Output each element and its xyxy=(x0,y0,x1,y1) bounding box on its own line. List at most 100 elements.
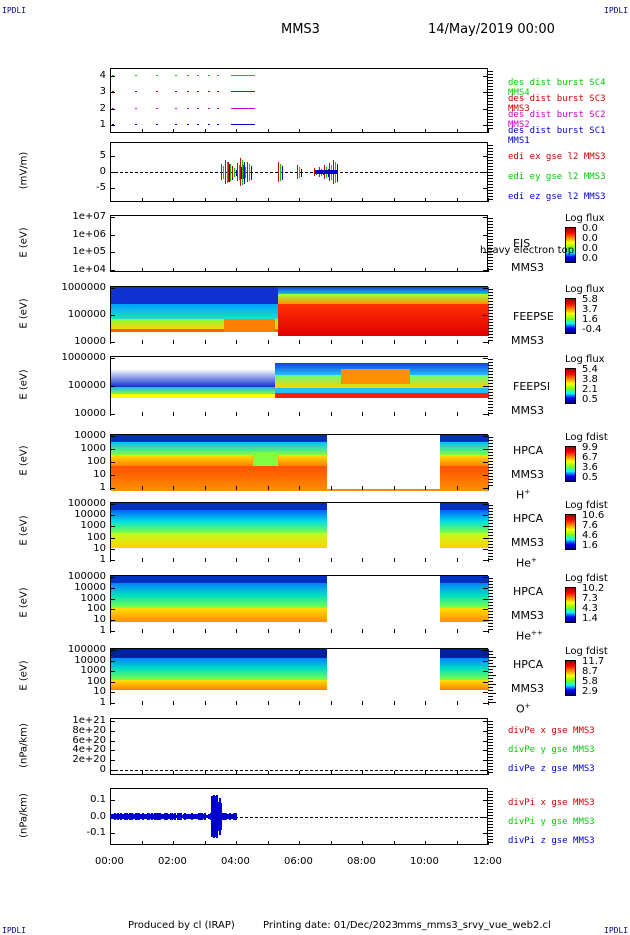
colorbar-value: 0.5 xyxy=(582,472,598,483)
y-tick-mark-right-hpca_he2 xyxy=(483,609,488,611)
right-comb-tick xyxy=(488,337,493,338)
colorbar-title: Log flux xyxy=(565,354,605,365)
x-tick-mark xyxy=(362,771,363,775)
x-tick-label: 12:00 xyxy=(473,856,502,867)
colorbar-value: 7.3 xyxy=(582,593,598,604)
x-tick-mark xyxy=(236,841,237,845)
colorbar-value: 6.7 xyxy=(582,452,598,463)
right-comb-tick xyxy=(488,365,493,366)
x-tick-mark xyxy=(236,268,237,272)
colorbar-value: 0.0 xyxy=(582,253,598,264)
right-comb-tick xyxy=(488,623,493,624)
y-tick-mark-right-hpca_h xyxy=(483,436,488,437)
footer-filename: mms_mms3_srvy_vue_web2.cl xyxy=(397,920,551,931)
x-tick-mark xyxy=(204,629,206,633)
edi-spike xyxy=(242,160,244,185)
y-tick-mark-right-hpca_he2 xyxy=(483,577,488,578)
burst-mark xyxy=(174,91,177,93)
burst-mark xyxy=(207,124,210,125)
right-comb-tick xyxy=(488,113,493,114)
y-tick-mark-feepse xyxy=(110,315,115,316)
right-comb-tick xyxy=(488,769,493,770)
right-comb-tick xyxy=(488,325,493,326)
y-tick-mark-burst xyxy=(110,76,115,77)
edi-spike xyxy=(278,162,280,182)
y-tick-mark-right-hpca_o xyxy=(483,671,488,673)
y-tick-label-hpca_o: 1 xyxy=(99,697,106,708)
burst-mark xyxy=(187,91,190,93)
x-tick-mark xyxy=(173,486,174,490)
instrument-label: HPCA xyxy=(513,585,544,598)
right-comb-tick xyxy=(488,404,493,405)
y-tick-mark-right-hpca_h xyxy=(483,449,488,450)
edi-spike xyxy=(231,166,233,180)
x-tick-mark xyxy=(425,198,426,202)
y-tick-mark-hpca_o xyxy=(110,660,115,662)
right-comb-tick xyxy=(488,482,493,483)
right-comb-tick xyxy=(488,529,493,530)
x-tick-mark xyxy=(204,701,206,705)
y-tick-label-hpca_o: 100000 xyxy=(67,644,106,655)
data-gap xyxy=(326,435,441,489)
x-tick-mark xyxy=(110,198,111,202)
species-charge: + xyxy=(524,702,531,710)
right-comb-tick xyxy=(488,193,493,194)
y-tick-label-hpca_he2: 100 xyxy=(86,603,106,615)
right-comb-tick xyxy=(488,724,493,725)
y-tick-mark-hpca_he2 xyxy=(110,598,115,600)
right-comb-tick xyxy=(488,395,493,396)
x-tick-mark xyxy=(425,701,426,705)
y-tick-mark-feepse xyxy=(110,342,115,343)
right-comb-tick xyxy=(488,178,493,179)
right-comb-tick xyxy=(488,794,493,795)
burst-mark xyxy=(196,107,199,109)
right-comb-tick xyxy=(488,80,493,81)
y-tick-mark-right-eis xyxy=(483,270,488,271)
colorbar xyxy=(565,298,576,334)
x-tick-mark xyxy=(236,701,237,705)
burst-mark xyxy=(217,107,220,109)
x-tick-mark xyxy=(141,412,143,416)
y-tick-label-burst: 3 xyxy=(99,86,106,98)
right-comb-tick xyxy=(488,383,493,384)
y-tick-label-divpe: 4e+20 xyxy=(72,744,106,756)
x-tick-mark xyxy=(456,268,458,272)
x-tick-mark xyxy=(299,129,300,133)
right-comb-tick xyxy=(488,380,493,381)
right-comb-tick xyxy=(488,307,493,308)
edi-spike xyxy=(247,169,249,177)
right-comb-tick xyxy=(488,104,493,105)
burst-interval xyxy=(231,75,255,76)
edi-spike xyxy=(244,162,246,184)
y-tick-mark-divpe xyxy=(110,750,115,752)
x-tick-mark xyxy=(456,198,458,202)
colorbar-value: 1.4 xyxy=(582,613,598,624)
right-comb-tick xyxy=(488,696,493,697)
right-comb-tick xyxy=(488,550,493,551)
panel-feepse xyxy=(110,286,489,345)
right-comb-tick xyxy=(488,730,493,731)
edi-spike xyxy=(228,164,230,182)
y-tick-mark-hpca_o xyxy=(110,650,115,651)
x-tick-mark xyxy=(204,129,206,133)
footer-produced-by: Produced by cl (IRAP) xyxy=(128,920,235,931)
panel-divpe xyxy=(110,718,488,775)
y-tick-mark-right-divpe xyxy=(483,740,488,742)
eis-note: heavy electron top xyxy=(480,245,575,256)
right-comb-tick xyxy=(488,520,493,521)
species-name: He xyxy=(516,629,532,643)
x-tick-mark xyxy=(393,771,395,775)
right-comb-tick xyxy=(488,175,493,176)
right-comb-tick xyxy=(488,334,493,335)
colorbar xyxy=(565,514,576,550)
edi-spike xyxy=(236,170,238,176)
x-tick-label: 00:00 xyxy=(95,856,124,867)
x-tick-mark xyxy=(330,412,332,416)
y-tick-mark-right-divpi xyxy=(483,833,488,834)
right-comb-tick xyxy=(488,806,493,807)
x-tick-mark xyxy=(362,412,363,416)
panel-feepsi xyxy=(110,356,489,417)
x-tick-mark xyxy=(299,198,300,202)
data-gap xyxy=(326,503,441,561)
y-tick-label-eis: 1e+06 xyxy=(72,228,106,240)
